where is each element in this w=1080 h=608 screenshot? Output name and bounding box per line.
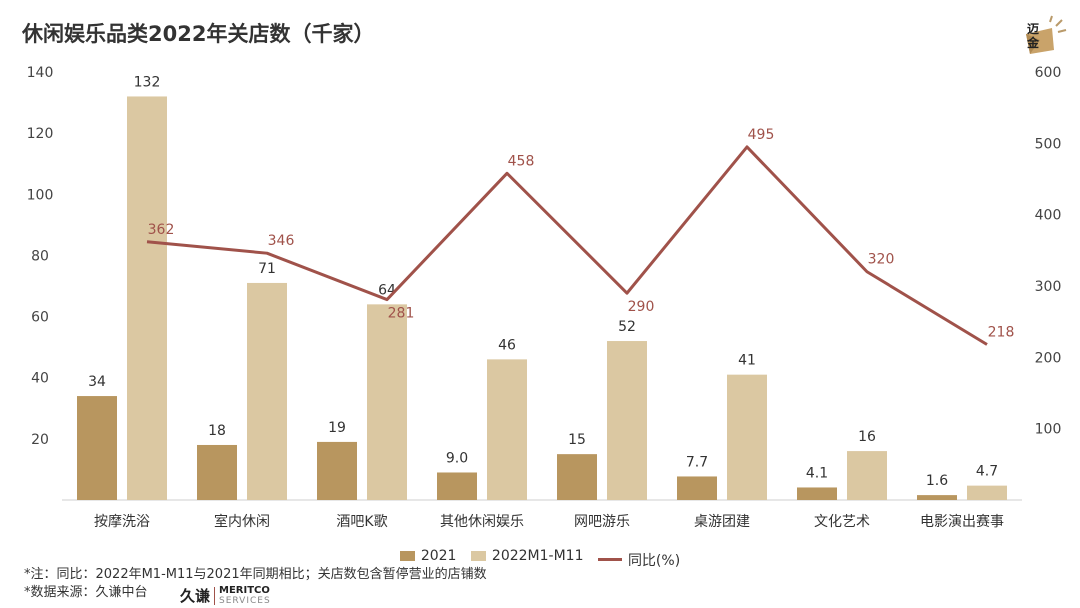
legend-label-2021: 2021: [420, 548, 457, 564]
yoy-label: 346: [268, 233, 295, 249]
y-right-tick-label: 600: [1035, 65, 1062, 81]
yoy-line: [146, 145, 988, 346]
bar-2022: [967, 485, 1007, 500]
bar-label-2022: 132: [134, 74, 161, 90]
yoy-label: 290: [628, 299, 655, 315]
bar-2021: [197, 444, 237, 500]
y-left-tick-label: 140: [27, 65, 54, 81]
bar-2021: [917, 495, 957, 500]
legend-label-2022: 2022M1-M11: [491, 548, 584, 564]
bar-label-2022: 16: [858, 429, 876, 445]
footnote-definition: *注：同比：2022年M1-M11与2021年同期相比；关店数包含暂停营业的店铺…: [24, 567, 487, 582]
category-label: 室内休闲: [214, 513, 270, 530]
category-label: 酒吧K歌: [336, 514, 387, 530]
bar-2022: [607, 341, 647, 500]
bar-2021: [317, 441, 357, 500]
chart-area: 20 40 60 80 100 120 140 100 200 300 400 500 600 34 132…: [27, 65, 1062, 530]
brand-en-2: SERVICES: [219, 595, 271, 606]
bar-label-2022: 46: [498, 337, 516, 353]
bar-label-2022: 41: [738, 353, 756, 369]
bar-label-2021: 15: [568, 432, 586, 448]
legend-line-yoy: [597, 558, 622, 561]
y-left-tick-label: 20: [31, 432, 49, 448]
y-left-tick-label: 100: [27, 187, 54, 203]
logo-text-line2: 金: [1027, 36, 1040, 50]
y-right-tick-label: 200: [1035, 350, 1062, 366]
bar-2021: [557, 454, 597, 500]
yoy-label: 218: [988, 324, 1015, 340]
bar-2021: [677, 476, 717, 500]
y-right-tick-label: 400: [1035, 208, 1062, 224]
bar-label-2021: 4.1: [806, 465, 828, 481]
bar-label-2021: 9.0: [446, 450, 468, 466]
bar-2021: [797, 487, 837, 500]
bar-label-2021: 7.7: [686, 454, 708, 470]
brand-logo: 久谦 MERITCO SERVICES: [180, 585, 271, 606]
legend-item-2021: 2021: [399, 548, 457, 564]
bar-label-2021: 1.6: [926, 473, 948, 489]
chart-legend: 2021 2022M1-M11 同比(%): [0, 548, 1080, 570]
logo-text-line1: 迈: [1027, 22, 1040, 36]
y-left-tick-label: 60: [31, 310, 49, 326]
legend-label-yoy: 同比(%): [627, 552, 681, 569]
category-label: 桌游团建: [694, 514, 750, 530]
category-label: 按摩洗浴: [94, 513, 150, 530]
bar-label-2022: 4.7: [976, 464, 998, 480]
corner-logo: 迈 金: [1020, 14, 1070, 58]
category-label: 其他休闲娱乐: [440, 514, 524, 530]
category-label: 网吧游乐: [574, 514, 630, 530]
bar-2022: [367, 304, 407, 500]
brand-separator: [214, 586, 216, 605]
legend-item-2022: 2022M1-M11: [470, 548, 584, 564]
yoy-label: 495: [748, 127, 775, 143]
y-right-tick-label: 500: [1035, 136, 1062, 152]
bar-2022: [727, 374, 767, 500]
yoy-label: 362: [148, 222, 175, 238]
brand-en-1: MERITCO: [219, 584, 270, 596]
bar-label-2021: 34: [88, 374, 106, 390]
chart-title: 休闲娱乐品类2022年关店数（千家）: [22, 22, 375, 46]
bar-2022: [487, 359, 527, 500]
legend-swatch-2022: [470, 551, 486, 561]
bar-2021: [77, 396, 117, 500]
bar-2022: [847, 451, 887, 500]
y-left-tick-label: 120: [27, 126, 54, 142]
y-right-tick-label: 100: [1035, 422, 1062, 438]
category-label: 电影演出赛事: [920, 514, 1004, 530]
bar-2022: [247, 282, 287, 500]
footnotes: *注：同比：2022年M1-M11与2021年同期相比；关店数包含暂停营业的店铺…: [24, 566, 487, 602]
brand-cn: 久谦: [180, 587, 211, 605]
category-label: 文化艺术: [814, 514, 870, 530]
bar-label-2022: 52: [618, 319, 636, 335]
y-right-tick-label: 300: [1035, 279, 1062, 295]
logo-box-icon: [1026, 15, 1067, 54]
bar-2021: [437, 472, 477, 500]
y-left-tick-label: 40: [31, 371, 49, 387]
y-left-tick-label: 80: [31, 248, 49, 264]
bar-2022: [127, 96, 167, 500]
yoy-label: 320: [868, 252, 895, 268]
legend-swatch-2021: [399, 551, 415, 561]
footnote-source: *数据来源：久谦中台: [24, 585, 148, 600]
yoy-label: 281: [388, 306, 415, 322]
legend-item-yoy: 同比(%): [597, 550, 681, 570]
bar-label-2022: 71: [258, 261, 276, 277]
bar-label-2021: 19: [328, 420, 346, 436]
bar-label-2021: 18: [208, 423, 226, 439]
yoy-label: 458: [508, 153, 535, 169]
